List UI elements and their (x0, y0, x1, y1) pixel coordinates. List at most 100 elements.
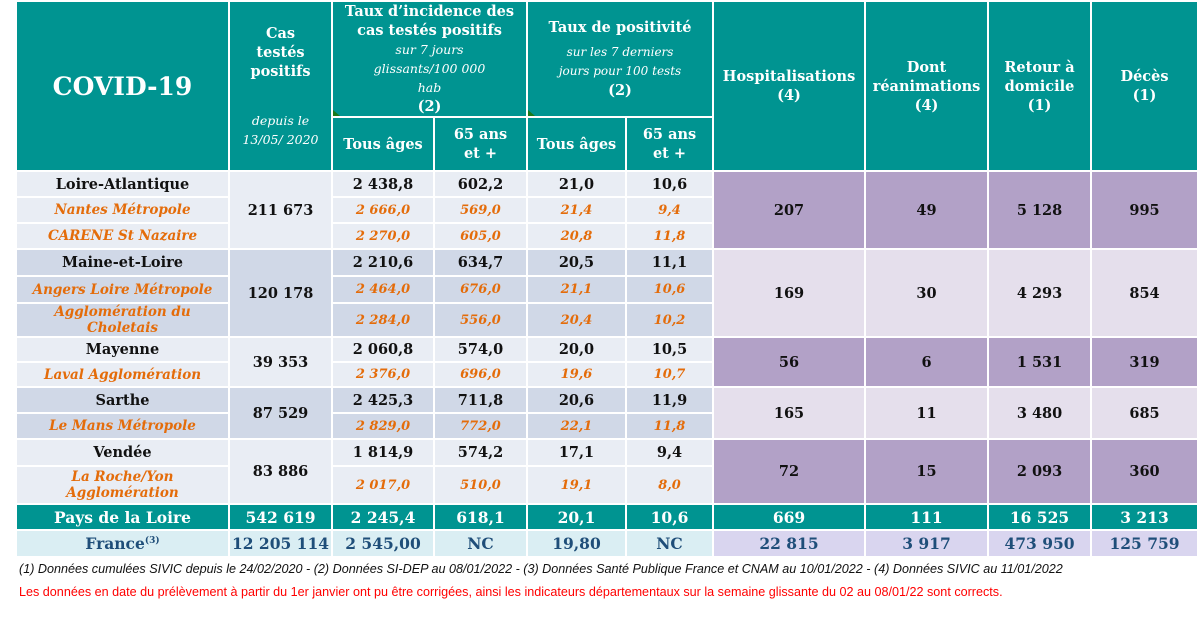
epci-inc-all: 2 017,0 (331, 465, 435, 505)
header-rea-note: (4) (914, 96, 939, 114)
department-cas: 211 673 (228, 170, 333, 250)
department-deces: 685 (1090, 386, 1200, 440)
header-rea-label: Dont réanimations (872, 58, 981, 95)
department-pos-all: 20,6 (526, 386, 627, 414)
department-retour: 3 480 (987, 386, 1093, 440)
epci-row: Nantes Métropole 2 666,0 569,0 21,4 9,4 (15, 196, 1198, 224)
epci-pos-all: 21,4 (526, 196, 627, 224)
epci-row: Angers Loire Métropole 2 464,0 676,0 21,1 10… (15, 275, 1198, 304)
header-inc-65: 65 ans et + (433, 116, 528, 172)
epci-name: Angers Loire Métropole (15, 275, 230, 304)
region-pos-all: 20,1 (526, 503, 627, 531)
department-row: Vendée 83 886 1 814,9 574,2 17,1 9,4 72 15 2 093… (15, 438, 1200, 505)
department-deces: 995 (1090, 170, 1200, 250)
department-inc-all: 2 210,6 (331, 248, 435, 277)
department-pos-all: 20,0 (526, 336, 627, 363)
header-pos-tous-ages: Tous âges (526, 116, 627, 172)
header-cas: Cas testés positifs depuis le 13/05/ 202… (228, 0, 333, 172)
department-rea: 30 (864, 248, 990, 338)
epci-pos-65: 8,0 (624, 465, 715, 505)
france-pos-65: NC (624, 529, 715, 558)
epci-inc-65: 772,0 (433, 412, 528, 440)
department-pos-65: 11,1 (624, 248, 715, 277)
france-rea: 3 917 (864, 529, 990, 558)
table-title: COVID-19 (15, 0, 230, 172)
department-inc-all: 2 425,3 (331, 386, 435, 414)
epci-pos-all: 20,8 (526, 222, 627, 250)
department-pos-all: 17,1 (526, 438, 627, 467)
france-inc-all: 2 545,00 (331, 529, 435, 558)
epci-inc-all: 2 270,0 (331, 222, 435, 250)
department-inc-all: 2 438,8 (331, 170, 435, 198)
header-deces-note: (1) (1132, 87, 1157, 104)
department-name: Vendée (15, 438, 230, 467)
epci-pos-65: 11,8 (624, 222, 715, 250)
france-pos-all: 19,80 (526, 529, 627, 558)
covid-table: COVID-19 Cas testés positifs depuis le 1… (15, 0, 1200, 558)
epci-pos-65: 11,8 (624, 412, 715, 440)
france-label: France (85, 534, 145, 553)
department-rea: 15 (864, 438, 990, 505)
department-pos-all: 21,0 (526, 170, 627, 198)
department-row: Sarthe 87 529 2 425,3 711,8 20,6 11,9 165 11 3 4… (15, 386, 1200, 440)
department-inc-all: 1 814,9 (331, 438, 435, 467)
department-inc-all: 2 060,8 (331, 336, 435, 363)
department-hosp: 169 (712, 248, 867, 338)
header-pos-65: 65 ans et + (624, 116, 715, 172)
department-pos-65: 11,9 (624, 386, 715, 414)
france-inc-65: NC (433, 529, 528, 558)
department-inc-65: 602,2 (433, 170, 528, 198)
france-footnote-ref: (3) (144, 535, 160, 546)
epci-inc-65: 569,0 (433, 196, 528, 224)
epci-inc-all: 2 376,0 (331, 361, 435, 388)
header-rea: Dont réanimations (4) (864, 0, 990, 172)
department-retour: 5 128 (987, 170, 1093, 250)
header-incidence-sub: sur 7 jours glissants/100 000 hab (373, 42, 486, 95)
epci-pos-65: 10,2 (624, 302, 715, 338)
department-retour: 1 531 (987, 336, 1093, 388)
department-deces: 319 (1090, 336, 1200, 388)
region-inc-all: 2 245,4 (331, 503, 435, 531)
epci-inc-65: 696,0 (433, 361, 528, 388)
department-pos-65: 10,5 (624, 336, 715, 363)
epci-pos-65: 10,7 (624, 361, 715, 388)
region-retour: 16 525 (987, 503, 1093, 531)
header-deces-label: Décès (1120, 68, 1169, 85)
epci-name: Nantes Métropole (15, 196, 230, 224)
epci-row: La Roche/Yon Agglomération 2 017,0 510,0 19… (15, 465, 1198, 505)
department-pos-all: 20,5 (526, 248, 627, 277)
epci-row: CARENE St Nazaire 2 270,0 605,0 20,8 11,8 (15, 222, 1198, 250)
department-hosp: 207 (712, 170, 867, 250)
france-retour: 473 950 (987, 529, 1093, 558)
footnote-warning: Les données en date du prélèvement à par… (19, 585, 1003, 599)
department-row: Loire-Atlantique 211 673 2 438,8 602,2 21,0 1… (15, 170, 1200, 250)
department-retour: 2 093 (987, 438, 1093, 505)
epci-row: Agglomération du Choletais 2 284,0 556,0 20… (15, 302, 1198, 338)
region-row: Pays de la Loire 542 619 2 245,4 618,1 2… (15, 503, 1200, 531)
epci-pos-all: 20,4 (526, 302, 627, 338)
departments-body: Loire-Atlantique 211 673 2 438,8 602,2 21,0 1… (15, 170, 1200, 505)
department-deces: 854 (1090, 248, 1200, 338)
department-cas: 120 178 (228, 248, 333, 338)
department-inc-65: 711,8 (433, 386, 528, 414)
department-hosp: 165 (712, 386, 867, 440)
department-name: Mayenne (15, 336, 230, 363)
department-name: Loire-Atlantique (15, 170, 230, 198)
region-rea: 111 (864, 503, 990, 531)
region-hosp: 669 (712, 503, 867, 531)
epci-pos-all: 19,1 (526, 465, 627, 505)
department-hosp: 56 (712, 336, 867, 388)
epci-name: Le Mans Métropole (15, 412, 230, 440)
department-deces: 360 (1090, 438, 1200, 505)
department-name: Maine-et-Loire (15, 248, 230, 277)
epci-name: Agglomération du Choletais (15, 302, 230, 338)
header-positivite-sub: sur les 7 derniers jours pour 100 tests (558, 45, 682, 78)
epci-inc-all: 2 829,0 (331, 412, 435, 440)
department-inc-65: 574,2 (433, 438, 528, 467)
header-retour-note: (1) (1027, 96, 1052, 114)
france-hosp: 22 815 (712, 529, 867, 558)
france-deces: 125 759 (1090, 529, 1200, 558)
department-rea: 49 (864, 170, 990, 250)
department-pos-65: 10,6 (624, 170, 715, 198)
region-deces: 3 213 (1090, 503, 1200, 531)
